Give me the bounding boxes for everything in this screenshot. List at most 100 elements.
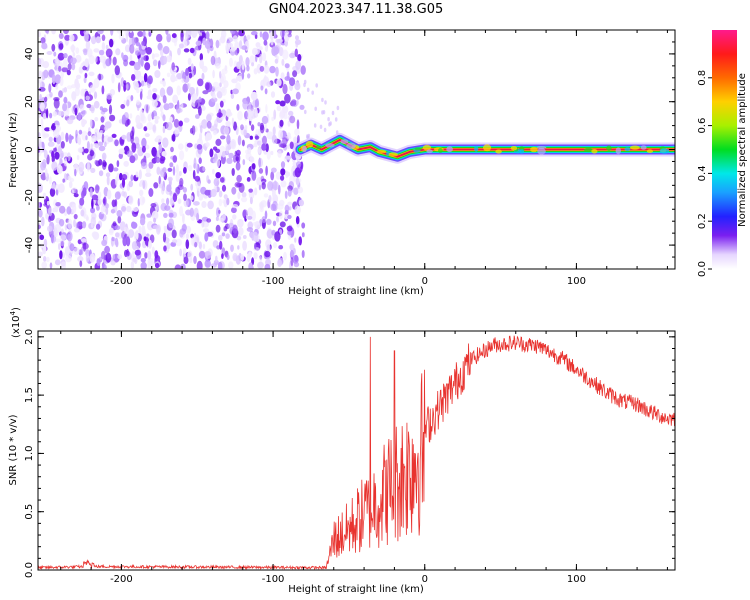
noise-speckle <box>147 250 152 260</box>
noise-speckle <box>185 239 190 250</box>
noise-speckle <box>162 137 169 148</box>
noise-speckle <box>156 33 163 43</box>
noise-speckle <box>201 220 205 228</box>
noise-speckle <box>216 158 221 168</box>
noise-speckle <box>42 61 50 69</box>
noise-speckle <box>71 91 77 101</box>
noise-speckle <box>270 38 274 46</box>
noise-speckle <box>195 114 200 119</box>
noise-speckle <box>219 82 222 88</box>
noise-speckle <box>197 78 204 87</box>
noise-speckle <box>132 207 139 213</box>
noise-speckle <box>177 47 181 56</box>
noise-speckle <box>252 231 259 242</box>
noise-speckle <box>59 205 66 214</box>
noise-speckle <box>241 70 245 80</box>
noise-speckle <box>152 59 158 67</box>
y-tick-label: 2.0 <box>24 329 35 345</box>
noise-speckle <box>71 62 76 71</box>
noise-speckle <box>147 220 154 231</box>
noise-speckle <box>135 114 141 125</box>
noise-speckle <box>201 119 208 129</box>
noise-speckle <box>78 161 85 172</box>
noise-speckle <box>166 86 174 96</box>
noise-speckle <box>134 249 141 256</box>
noise-speckle <box>301 232 305 238</box>
noise-speckle <box>293 187 299 195</box>
noise-speckle <box>226 197 230 206</box>
noise-speckle <box>219 177 225 183</box>
noise-speckle <box>110 30 114 36</box>
noise-speckle <box>51 150 55 158</box>
noise-speckle <box>254 108 258 117</box>
noise-speckle <box>280 161 286 169</box>
noise-speckle <box>236 174 242 183</box>
track-blob <box>446 146 453 153</box>
noise-speckle <box>204 189 211 196</box>
noise-speckle <box>58 43 64 50</box>
noise-speckle <box>177 198 182 204</box>
noise-speckle <box>136 99 140 106</box>
noise-speckle <box>289 77 296 87</box>
noise-speckle <box>266 149 271 160</box>
noise-speckle <box>215 172 221 179</box>
noise-speckle <box>177 184 184 190</box>
noise-speckle <box>280 168 286 176</box>
noise-speckle <box>44 127 51 132</box>
noise-speckle <box>130 174 134 182</box>
noise-speckle <box>47 141 55 147</box>
noise-speckle <box>254 98 260 109</box>
noise-speckle <box>193 65 197 76</box>
noise-speckle <box>60 240 65 247</box>
noise-speckle <box>46 51 53 55</box>
noise-speckle <box>207 179 211 184</box>
noise-speckle <box>114 139 119 147</box>
noise-speckle <box>171 62 175 71</box>
noise-speckle <box>290 99 297 106</box>
noise-speckle <box>251 62 255 67</box>
noise-speckle <box>122 236 127 247</box>
noise-speckle <box>206 218 212 223</box>
noise-speckle <box>95 223 101 230</box>
noise-speckle <box>52 111 58 117</box>
noise-speckle <box>154 70 161 78</box>
noise-speckle <box>232 252 238 262</box>
noise-speckle <box>91 135 97 143</box>
noise-speckle <box>241 139 245 147</box>
noise-speckle <box>292 70 298 78</box>
noise-speckle <box>202 166 206 172</box>
noise-speckle <box>209 148 214 158</box>
noise-speckle <box>151 99 158 108</box>
track-blob <box>537 148 546 155</box>
noise-speckle <box>289 243 295 251</box>
noise-speckle <box>64 246 70 257</box>
y-tick-label: 1.5 <box>24 387 35 403</box>
noise-speckle <box>161 151 167 157</box>
noise-speckle <box>266 131 274 140</box>
track-blob <box>346 142 356 149</box>
noise-speckle <box>288 110 294 117</box>
noise-speckle <box>59 250 63 260</box>
noise-speckle <box>237 135 242 146</box>
noise-speckle <box>58 65 62 72</box>
track-blob <box>340 139 349 145</box>
noise-speckle <box>141 145 146 153</box>
noise-speckle <box>266 81 272 88</box>
noise-speckle <box>297 54 302 62</box>
noise-speckle <box>234 49 239 56</box>
noise-speckle <box>64 34 71 41</box>
noise-speckle <box>220 75 224 84</box>
noise-speckle <box>313 123 317 128</box>
noise-speckle <box>287 214 292 220</box>
noise-speckle <box>179 150 185 161</box>
noise-speckle <box>54 151 60 160</box>
noise-speckle <box>173 118 180 128</box>
noise-speckle <box>45 30 50 35</box>
noise-speckle <box>203 228 209 233</box>
noise-speckle <box>284 76 291 81</box>
noise-speckle <box>137 198 140 207</box>
noise-speckle <box>58 183 65 194</box>
noise-speckle <box>65 132 69 143</box>
noise-speckle <box>138 169 142 180</box>
